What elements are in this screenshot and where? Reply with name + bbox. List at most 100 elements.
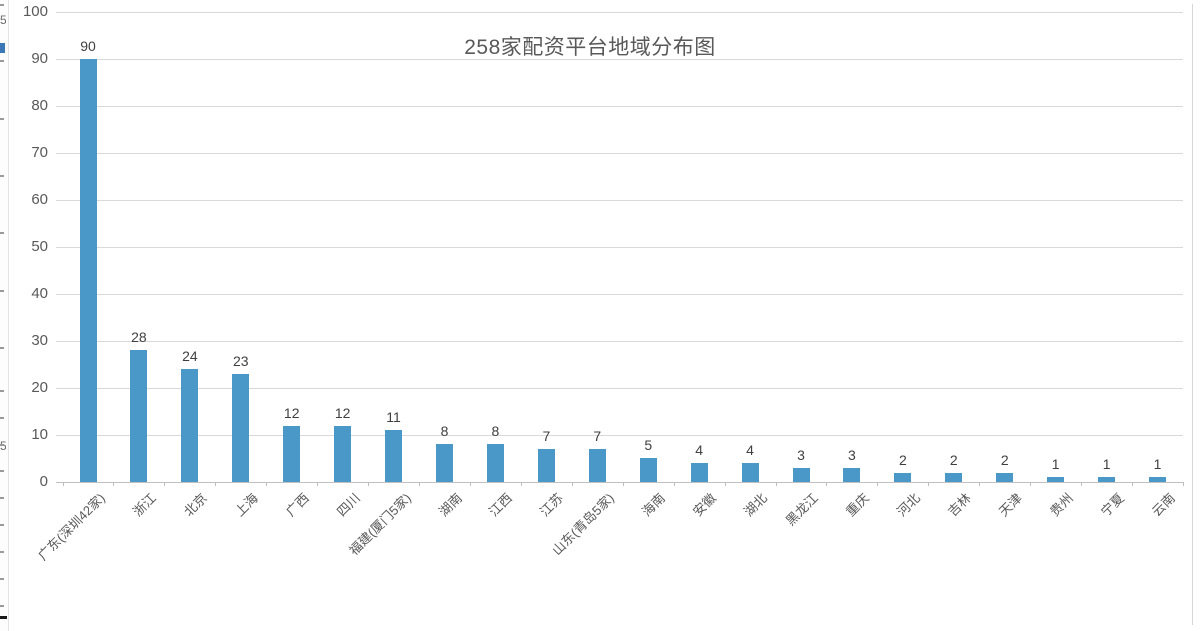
bar-value-label: 28: [131, 329, 147, 345]
x-axis-tick: [368, 482, 370, 486]
y-axis-tick-label: 100: [22, 3, 48, 20]
bar-value-label: 7: [593, 428, 602, 444]
left-edge-tick-mark: [0, 60, 4, 62]
x-axis-tick: [317, 482, 319, 486]
gridline: [56, 106, 1183, 107]
bar: [79, 59, 97, 482]
bar-value-label: 24: [182, 348, 198, 364]
x-axis-tick: [979, 482, 981, 486]
left-edge-tick-mark: [0, 347, 4, 349]
bar: [792, 468, 810, 482]
bar-value-label: 5: [644, 437, 653, 453]
x-axis-tick: [1182, 482, 1184, 486]
gridline: [56, 247, 1183, 248]
x-axis-tick: [266, 482, 268, 486]
y-axis-tick-label: 40: [31, 285, 48, 302]
left-edge-tick-mark: [0, 232, 4, 234]
left-edge-tick-mark: [0, 497, 4, 499]
bar-value-label: 12: [334, 405, 351, 421]
bar-value-label: 8: [440, 423, 449, 439]
bar-value-label: 12: [283, 405, 300, 421]
bar-value-label: 1: [1051, 456, 1060, 472]
x-axis-tick: [1030, 482, 1032, 486]
bar: [996, 473, 1014, 482]
left-edge-tick-mark: [0, 605, 4, 607]
bar: [436, 444, 453, 482]
bar: [1149, 477, 1167, 482]
bar-value-label: 2: [1000, 452, 1009, 468]
gridline: [56, 153, 1183, 154]
gridline: [56, 388, 1183, 389]
left-edge-tick-mark: [0, 551, 4, 553]
bar: [283, 426, 301, 482]
bar: [945, 473, 963, 482]
gridline: [56, 59, 1183, 60]
bar: [181, 369, 199, 482]
x-axis-tick: [419, 482, 421, 486]
y-axis-tick-label: 10: [31, 426, 48, 443]
bar: [232, 374, 250, 482]
bar: [537, 449, 555, 482]
left-edge-tick-mark: [0, 390, 4, 392]
x-axis-line: [56, 482, 1183, 483]
x-axis-tick: [1081, 482, 1083, 486]
y-axis-tick-label: 30: [31, 332, 48, 349]
gridline: [56, 341, 1183, 342]
left-edge-tick-mark: [0, 4, 4, 6]
left-edge-tick-mark: [0, 175, 4, 177]
bar-value-label: 1: [1102, 456, 1111, 472]
left-edge-tick-mark: [0, 417, 4, 419]
x-axis-tick: [520, 482, 522, 486]
left-edge-tick-mark: [0, 290, 4, 292]
y-axis-tick-label: 90: [31, 50, 48, 67]
x-axis-tick: [673, 482, 675, 486]
x-axis-tick: [928, 482, 930, 486]
left-edge-partial-digit: 5: [0, 440, 6, 452]
bar: [385, 430, 403, 482]
bar-value-label: 8: [491, 423, 500, 439]
bar-value-label: 7: [542, 428, 551, 444]
bar-value-label: 2: [898, 452, 907, 468]
x-axis-tick: [724, 482, 726, 486]
bar: [1047, 477, 1065, 482]
x-axis-tick: [622, 482, 624, 486]
bar-value-label: 2: [949, 452, 958, 468]
left-edge-tick-mark: [0, 118, 4, 120]
left-edge-tick-mark: [0, 524, 4, 526]
bar: [588, 449, 606, 482]
y-axis-tick-label: 60: [31, 191, 48, 208]
left-edge-tick-mark: [0, 444, 4, 446]
y-axis-tick-label: 20: [31, 379, 48, 396]
bar-value-label: 3: [848, 447, 856, 463]
y-axis-tick-label: 50: [31, 238, 48, 255]
x-axis-tick: [113, 482, 115, 486]
left-edge-tick-mark: [0, 470, 4, 472]
bar: [1098, 477, 1116, 482]
left-edge-window-artifact: 5 5: [0, 0, 9, 631]
chart-title: 258家配资平台地域分布图: [464, 36, 716, 59]
x-axis-tick: [62, 482, 64, 486]
gridline: [56, 12, 1183, 13]
x-axis-tick: [1132, 482, 1134, 486]
left-edge-tick-mark: [0, 578, 4, 580]
left-edge-dark-mark: [0, 616, 7, 619]
bar-value-label: 3: [797, 447, 805, 463]
bar-value-label: 11: [386, 409, 401, 425]
x-axis-tick: [164, 482, 166, 486]
x-axis-tick: [571, 482, 573, 486]
x-axis-tick: [215, 482, 217, 486]
bar: [639, 458, 657, 482]
left-edge-blue-mark: [0, 43, 5, 53]
bar-value-label: 90: [80, 38, 96, 54]
left-edge-partial-digit: 5: [0, 14, 6, 26]
bar-value-label: 1: [1153, 456, 1162, 472]
bar: [690, 463, 708, 482]
gridline: [56, 200, 1183, 201]
bar: [843, 468, 861, 482]
bar-value-label: 4: [746, 442, 754, 458]
gridline: [56, 435, 1183, 436]
x-axis-tick: [469, 482, 471, 486]
y-axis-tick-label: 0: [39, 473, 48, 490]
bar: [741, 463, 759, 482]
